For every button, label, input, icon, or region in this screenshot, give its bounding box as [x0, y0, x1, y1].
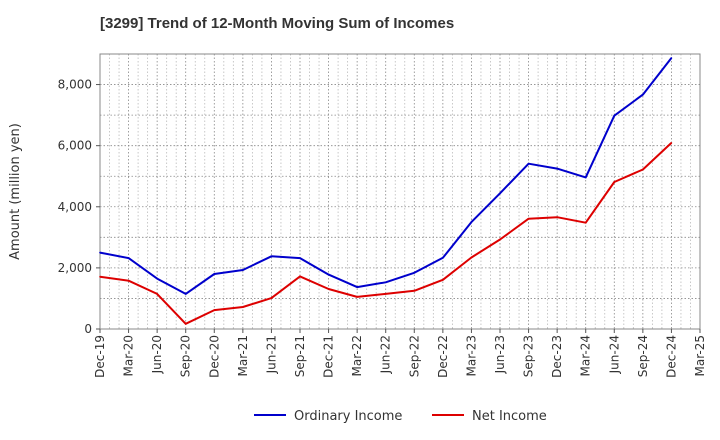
- x-tick-label: Dec-19: [93, 335, 107, 378]
- y-tick-label: 6,000: [58, 139, 92, 153]
- data-point: [127, 279, 130, 282]
- data-point: [270, 297, 273, 299]
- y-axis-label: Amount (million yen): [8, 123, 23, 260]
- data-point: [670, 142, 673, 144]
- data-point: [470, 221, 473, 223]
- grid-lines: [100, 54, 700, 329]
- x-tick-label: Dec-24: [664, 335, 678, 378]
- x-tick-label: Mar-25: [693, 335, 707, 376]
- data-point: [613, 181, 616, 183]
- plot-area-frame: [99, 53, 701, 330]
- legend: Ordinary Income Net Income: [254, 409, 547, 424]
- data-point: [127, 257, 130, 259]
- y-axis-ticks: 0 2,000 4,000 6,000 8,000: [58, 78, 100, 336]
- data-point: [584, 221, 587, 224]
- data-point: [184, 293, 187, 295]
- data-point: [327, 288, 330, 290]
- chart-title: [3299] Trend of 12-Month Moving Sum of I…: [100, 15, 455, 32]
- data-point: [413, 271, 416, 274]
- data-point: [184, 323, 187, 325]
- data-point: [356, 286, 358, 288]
- data-point: [642, 93, 644, 96]
- x-tick-label: Dec-20: [207, 335, 221, 378]
- data-point: [299, 257, 301, 259]
- data-point: [242, 269, 244, 271]
- legend-label: Ordinary Income: [294, 409, 402, 424]
- series-lines: [99, 57, 673, 325]
- data-point: [99, 251, 101, 254]
- data-point: [213, 273, 216, 275]
- data-point: [384, 281, 387, 284]
- x-tick-label: Mar-21: [236, 335, 250, 376]
- data-point: [470, 256, 473, 259]
- data-point: [556, 216, 558, 218]
- x-tick-label: Sep-23: [522, 335, 536, 377]
- data-point: [156, 277, 158, 280]
- data-point: [499, 238, 501, 241]
- data-point: [670, 57, 673, 59]
- legend-label: Net Income: [472, 409, 547, 424]
- data-point: [584, 176, 587, 179]
- x-tick-label: Jun-24: [607, 335, 621, 374]
- x-tick-label: Sep-21: [293, 335, 307, 377]
- data-point: [156, 293, 158, 295]
- x-tick-label: Dec-22: [436, 335, 450, 378]
- data-point: [242, 306, 244, 308]
- data-point: [556, 167, 558, 170]
- x-tick-label: Mar-22: [350, 335, 364, 376]
- y-tick-label: 2,000: [58, 261, 92, 275]
- data-point: [499, 192, 501, 195]
- data-point: [527, 162, 530, 165]
- data-point: [213, 309, 216, 311]
- data-point: [442, 279, 444, 281]
- x-tick-label: Sep-22: [407, 335, 421, 377]
- x-tick-label: Sep-24: [636, 335, 650, 377]
- data-point: [299, 275, 301, 278]
- x-tick-label: Mar-20: [122, 335, 136, 376]
- y-tick-label: 8,000: [58, 78, 92, 92]
- x-tick-label: Jun-22: [379, 335, 393, 374]
- data-point: [642, 168, 644, 171]
- data-point: [327, 273, 330, 276]
- x-tick-label: Dec-23: [550, 335, 564, 378]
- data-point: [413, 290, 416, 292]
- x-tick-label: Jun-20: [150, 335, 164, 374]
- y-tick-label: 0: [84, 322, 92, 336]
- data-point: [356, 296, 358, 298]
- data-point: [270, 255, 273, 258]
- data-point: [384, 293, 387, 295]
- x-tick-label: Jun-23: [493, 335, 507, 374]
- y-tick-label: 4,000: [58, 200, 92, 214]
- data-point: [99, 275, 101, 278]
- x-axis-ticks: Dec-19 Mar-20 Jun-20 Sep-20 Dec-20 Mar-21 Jun-…: [93, 329, 707, 378]
- data-point: [527, 217, 530, 220]
- data-point: [442, 257, 444, 259]
- x-tick-label: Mar-24: [579, 335, 593, 376]
- x-tick-label: Mar-23: [464, 335, 478, 376]
- data-point: [613, 114, 616, 117]
- x-tick-label: Dec-21: [322, 335, 336, 378]
- x-tick-label: Jun-21: [264, 335, 278, 374]
- x-tick-label: Sep-20: [179, 335, 193, 377]
